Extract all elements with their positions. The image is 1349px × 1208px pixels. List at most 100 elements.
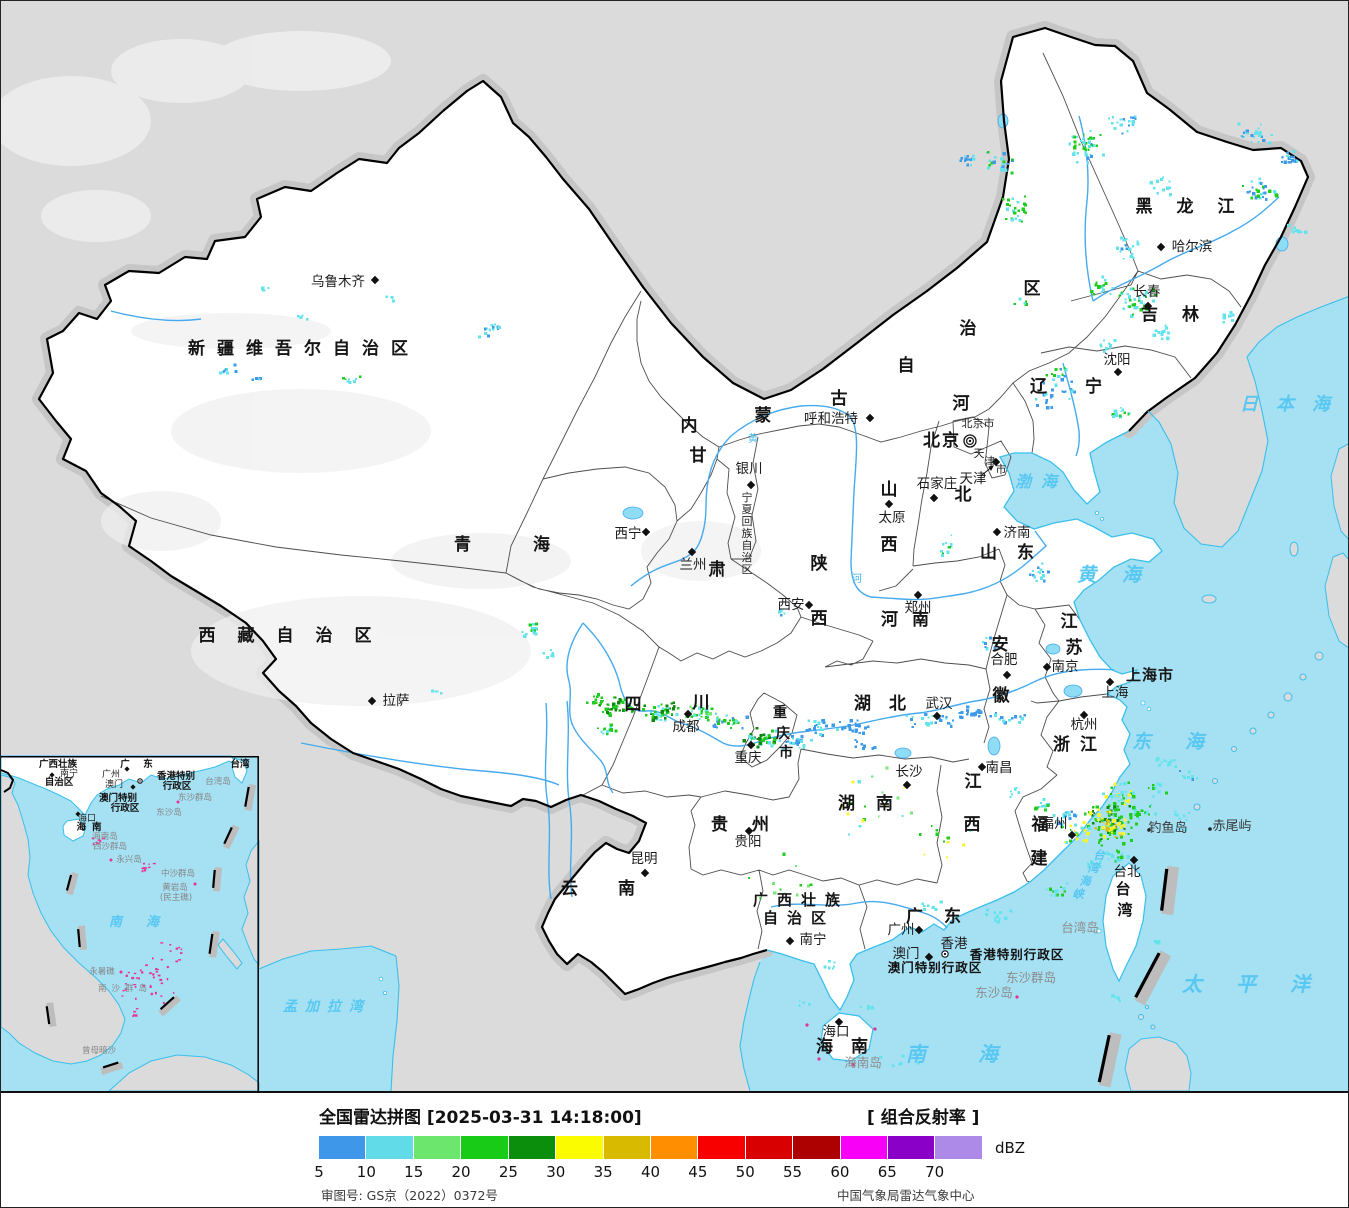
- legend-tick-label: 20: [451, 1163, 471, 1181]
- map-label: 澳门特别: [99, 792, 137, 804]
- legend-color-swatch: [888, 1136, 935, 1159]
- legend-color-swatch: [650, 1136, 698, 1159]
- legend-tick-label: 55: [783, 1163, 803, 1181]
- capital-marker: [963, 434, 977, 448]
- map-label: 合肥: [991, 652, 1018, 668]
- map-label: 北: [955, 485, 972, 505]
- map-label: 香港特别: [156, 770, 195, 782]
- map-label: 赤尾屿: [1212, 819, 1251, 834]
- map-label: 辽宁: [1030, 376, 1140, 397]
- legend-tick-label: 35: [593, 1163, 613, 1181]
- map-label: 黄岩岛: [162, 882, 188, 893]
- map-label: 江: [1061, 612, 1078, 632]
- legend-color-swatch: [698, 1136, 745, 1159]
- map-label: (民主礁): [160, 892, 192, 903]
- legend-tick-label: 10: [356, 1163, 376, 1181]
- map-label: 徽: [992, 685, 1011, 706]
- map-label: 呼和浩特: [804, 411, 858, 427]
- inset-vietnam-border: [1, 769, 15, 793]
- city-marker: [977, 762, 987, 772]
- city-marker: [991, 457, 1001, 467]
- island-dot-magenta: [873, 1027, 877, 1031]
- dash-segment: [244, 784, 257, 811]
- map-label: 海南岛: [844, 1055, 882, 1070]
- island-dot-magenta: [851, 1063, 855, 1067]
- map-label: 天: [974, 447, 985, 460]
- legend-tick-label: 5: [314, 1163, 324, 1181]
- city-marker: [370, 275, 380, 285]
- china-coastline: [766, 430, 1163, 1012]
- dash-segment: [77, 925, 87, 951]
- map-label: 蒙: [755, 405, 772, 426]
- map-label: 自: [742, 539, 753, 552]
- dash-segment: [100, 1061, 124, 1076]
- map-label: 湖北: [854, 694, 924, 714]
- map-label: 西: [881, 535, 898, 555]
- map-label: 青海: [454, 534, 612, 555]
- map-label: 永兴岛: [116, 854, 142, 865]
- map-label: 海口: [78, 812, 96, 824]
- map-label: 上海: [1102, 685, 1129, 701]
- map-label: 南沙群岛: [98, 983, 152, 994]
- map-label: 行政区: [162, 780, 192, 792]
- map-label: 东沙群岛: [1006, 970, 1056, 985]
- map-label: 香港特别行政区: [969, 947, 1065, 962]
- map-label: 回: [742, 515, 753, 528]
- map-title: 全国雷达拼图 [2025-03-31 14:18:00]: [319, 1108, 642, 1128]
- city-marker: [1042, 662, 1052, 672]
- map-label: 四: [625, 695, 642, 715]
- china-terrain-texture: [101, 313, 761, 706]
- city-marker: [1129, 855, 1139, 865]
- map-label: 贵州: [711, 814, 793, 835]
- map-label: 日本海: [1240, 394, 1348, 415]
- city-marker: [49, 772, 55, 778]
- map-label: 津: [985, 455, 996, 468]
- map-label: 南宁: [60, 767, 78, 779]
- map-label: 福州: [1041, 816, 1068, 832]
- map-markers-layer: [367, 242, 1212, 1067]
- map-label: 西: [964, 815, 981, 835]
- pacific-japan-sea: [740, 296, 1348, 1091]
- dash-segment: [45, 1002, 57, 1028]
- city-marker: [914, 925, 924, 935]
- map-label: 西藏自治区: [199, 625, 394, 646]
- map-label: 长春: [1134, 284, 1162, 300]
- dash-segment: [65, 872, 79, 896]
- legend-color-swatch: [413, 1136, 461, 1159]
- map-label: 广西壮族: [39, 758, 78, 770]
- map-label: 区: [742, 563, 753, 576]
- map-label: 西沙群岛: [93, 841, 127, 852]
- map-label: 宁: [742, 490, 753, 504]
- inset-markers: [49, 766, 143, 817]
- agency-name: 中国气象局雷达气象中心: [837, 1188, 975, 1203]
- legend-panel: 全国雷达拼图 [2025-03-31 14:18:00] [ 组合反射率 ] 5…: [1, 1091, 1348, 1207]
- map-label: 澳门: [893, 946, 920, 962]
- luzon-island: [1124, 1036, 1192, 1091]
- map-label: 台: [1115, 880, 1130, 898]
- map-label: 乌鲁木齐: [311, 274, 365, 290]
- product-label: [ 组合反射率 ]: [867, 1108, 980, 1128]
- map-label: 南京: [1052, 659, 1079, 675]
- map-label: 长沙: [896, 764, 923, 780]
- map-label: 东: [143, 758, 153, 770]
- city-marker: [1113, 367, 1123, 377]
- legend-tick-label: 60: [830, 1163, 850, 1181]
- map-label: 川: [692, 693, 710, 713]
- dbz-color-bar: [319, 1136, 982, 1159]
- map-label: 武汉: [926, 696, 954, 712]
- map-label: 湾: [1117, 901, 1132, 919]
- map-label: 澳门: [105, 778, 123, 790]
- city-marker: [1156, 242, 1166, 252]
- city-marker: [884, 499, 894, 509]
- inset-island-specks: [91, 800, 197, 1017]
- legend-color-swatch: [366, 1136, 413, 1159]
- map-label: 中沙群岛: [161, 868, 195, 879]
- city-marker: [902, 780, 912, 790]
- city-marker: [932, 711, 942, 721]
- map-label: 广东: [906, 906, 982, 927]
- map-approval-number: 审图号: GS京（2022）0372号: [321, 1188, 498, 1203]
- map-label: 上海市: [1126, 666, 1174, 684]
- island-dot-magenta: [805, 1023, 809, 1027]
- legend-color-swatch: [556, 1136, 603, 1159]
